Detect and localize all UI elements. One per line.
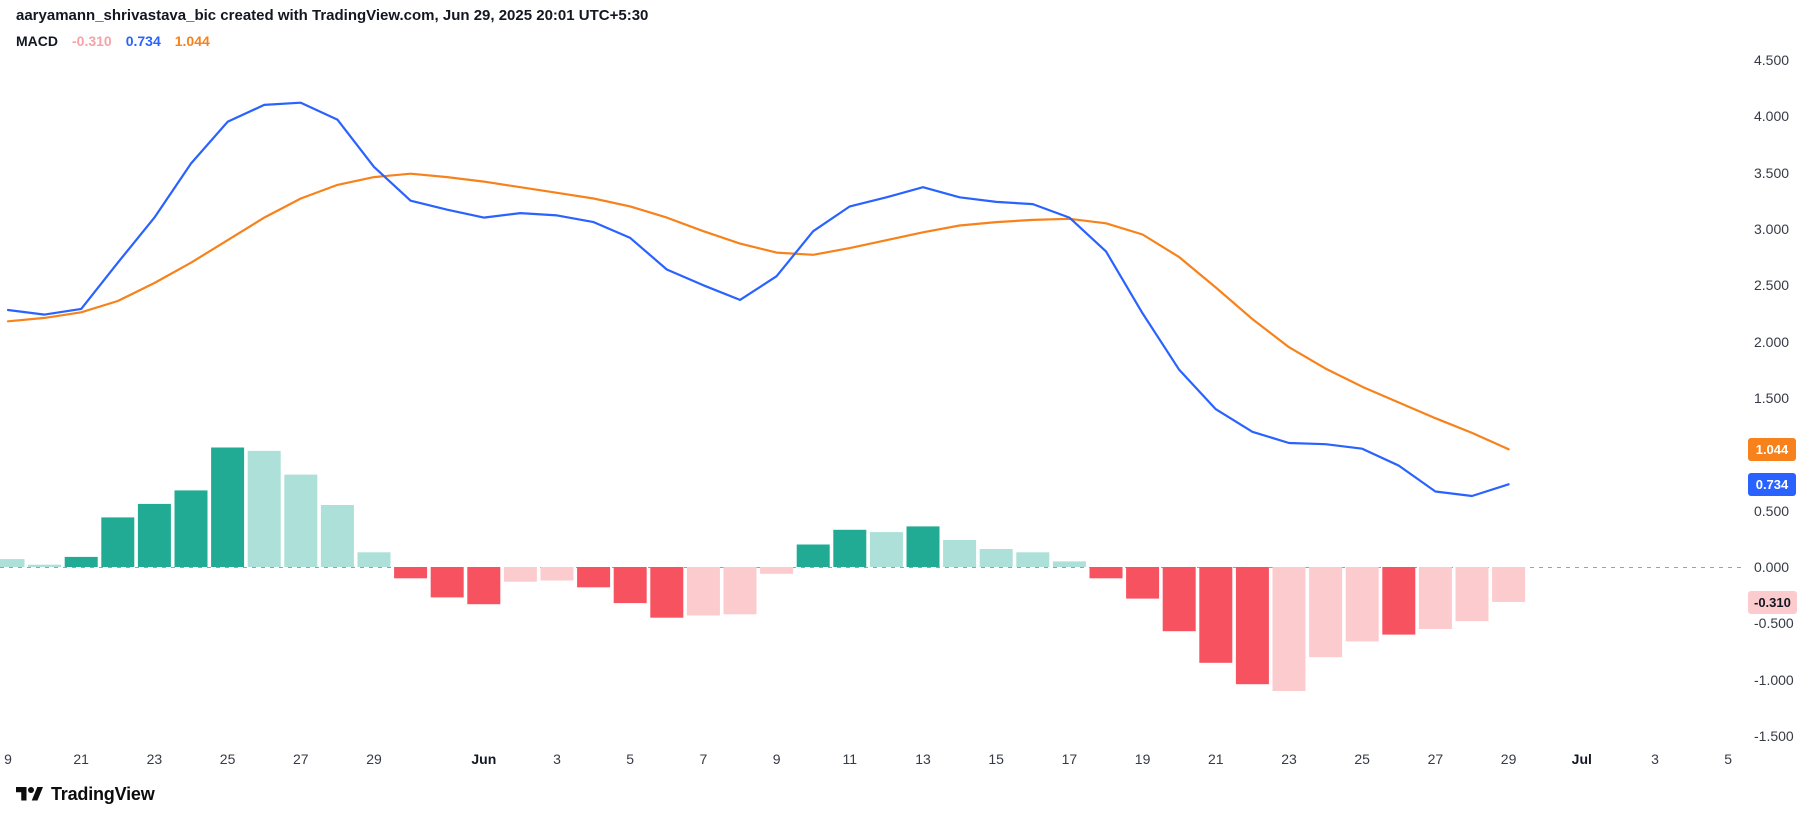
price-axis-label: -1.000 xyxy=(1754,671,1794,688)
tradingview-wordmark: TradingView xyxy=(51,784,155,804)
price-axis-label: -1.500 xyxy=(1754,728,1794,745)
histogram-bar[interactable] xyxy=(28,564,62,567)
histogram-bar[interactable] xyxy=(64,556,98,567)
histogram-bar[interactable] xyxy=(1052,561,1086,567)
histogram-bar[interactable] xyxy=(430,567,464,598)
time-axis-label: 27 xyxy=(1427,751,1444,767)
histogram-bar[interactable] xyxy=(503,567,537,582)
time-axis[interactable]: 9 21 23 25 27 29 Jun 3 5 7 9 11 13 15 17 19 21 23 25 27 29 Ju… xyxy=(0,745,1745,779)
signal-price-badge: 1.044 xyxy=(1748,438,1796,462)
histogram-bar[interactable] xyxy=(1309,567,1343,658)
histogram-bar[interactable] xyxy=(577,567,611,588)
tradingview-branding[interactable]: TradingView xyxy=(16,784,155,805)
price-axis-label: 2.500 xyxy=(1754,277,1790,294)
price-axis-label: 0.000 xyxy=(1754,559,1790,575)
histogram-bar[interactable] xyxy=(540,567,574,581)
time-axis-month-label: Jun xyxy=(471,751,497,767)
time-axis-label: 29 xyxy=(366,751,382,767)
tradingview-logo-icon xyxy=(16,787,43,801)
histogram-bar[interactable] xyxy=(1162,567,1196,632)
histogram-bar[interactable] xyxy=(723,567,757,615)
histogram-bar[interactable] xyxy=(979,549,1013,567)
histogram-bar[interactable] xyxy=(1089,567,1123,579)
histogram-value: -0.310 xyxy=(72,33,112,49)
macd-line[interactable] xyxy=(6,101,1510,498)
time-axis-label: 21 xyxy=(1208,751,1224,767)
histogram-bar[interactable] xyxy=(1455,567,1489,622)
price-axis-label: 3.500 xyxy=(1754,164,1790,181)
time-axis-label: 23 xyxy=(1281,751,1297,767)
price-axis-label: 4.000 xyxy=(1754,108,1790,125)
histogram-bar[interactable] xyxy=(1199,567,1233,663)
price-axis[interactable]: 4.5004.0003.5003.0002.5002.0001.5001.000… xyxy=(1745,0,1813,745)
indicator-name[interactable]: MACD xyxy=(16,33,58,49)
price-axis-label: -0.500 xyxy=(1754,615,1794,632)
macd-price-badge: 0.734 xyxy=(1748,473,1796,497)
time-axis-label: 29 xyxy=(1500,751,1517,767)
time-axis-label: 9 xyxy=(772,751,781,767)
histogram-bar[interactable] xyxy=(686,567,720,616)
signal-line[interactable] xyxy=(6,172,1510,451)
histogram-bar[interactable] xyxy=(943,540,977,567)
price-axis-label: 3.000 xyxy=(1754,220,1790,237)
histogram-bar[interactable] xyxy=(1126,567,1160,599)
time-axis-label: 7 xyxy=(699,751,708,767)
histogram-bar[interactable] xyxy=(1492,567,1526,602)
histogram-bar[interactable] xyxy=(467,567,501,605)
histogram-bar[interactable] xyxy=(357,552,391,567)
time-axis-label: 5 xyxy=(626,751,635,767)
histogram-bar[interactable] xyxy=(760,567,794,574)
price-axis-label: 2.000 xyxy=(1754,333,1790,350)
time-axis-label: 3 xyxy=(1651,751,1659,767)
time-axis-label: 9 xyxy=(4,751,12,767)
price-axis-label: 1.500 xyxy=(1754,389,1790,406)
time-axis-label: 15 xyxy=(988,751,1004,767)
histogram-bar[interactable] xyxy=(650,567,684,618)
time-axis-label: 11 xyxy=(842,751,858,767)
histogram-bar[interactable] xyxy=(906,526,940,567)
time-axis-label: 17 xyxy=(1061,751,1078,767)
histogram-bar[interactable] xyxy=(211,447,245,568)
histogram-bar[interactable] xyxy=(1382,567,1416,635)
histogram-bar[interactable] xyxy=(174,490,208,567)
histogram-price-badge: -0.310 xyxy=(1748,590,1797,614)
macd-line-value: 0.734 xyxy=(125,33,161,49)
time-axis-label: 19 xyxy=(1134,751,1151,767)
signal-line-value: 1.044 xyxy=(174,33,210,49)
time-axis-label: 25 xyxy=(1354,751,1370,767)
price-axis-label: 4.500 xyxy=(1754,51,1790,68)
price-axis-label: 0.500 xyxy=(1754,502,1790,519)
time-axis-label: 23 xyxy=(146,751,163,767)
time-axis-label: 25 xyxy=(219,751,236,767)
histogram-bar[interactable] xyxy=(1016,552,1050,567)
histogram-bar[interactable] xyxy=(0,559,25,567)
time-axis-label: 13 xyxy=(915,751,931,767)
histogram-bar[interactable] xyxy=(796,544,830,568)
histogram-bar[interactable] xyxy=(833,529,867,567)
time-axis-label: 21 xyxy=(73,751,89,767)
indicator-legend[interactable]: MACD -0.310 0.734 1.044 xyxy=(16,33,210,49)
histogram-bar[interactable] xyxy=(1272,567,1306,691)
histogram-bar[interactable] xyxy=(101,517,135,567)
time-axis-month-label: Jul xyxy=(1571,751,1592,767)
attribution-text: aaryamann_shrivastava_bic created with T… xyxy=(16,7,649,24)
histogram-bar[interactable] xyxy=(613,567,647,604)
histogram-bar[interactable] xyxy=(247,450,281,567)
histogram-bar[interactable] xyxy=(137,503,171,567)
histogram-bar[interactable] xyxy=(1345,567,1379,642)
histogram-bar[interactable] xyxy=(1418,567,1452,629)
histogram-bar[interactable] xyxy=(284,474,318,567)
histogram-bar[interactable] xyxy=(869,532,903,567)
histogram-bar[interactable] xyxy=(1235,567,1269,685)
time-axis-label: 3 xyxy=(553,751,561,767)
time-axis-label: 27 xyxy=(293,751,309,767)
histogram-bar[interactable] xyxy=(320,505,354,567)
histogram-bar[interactable] xyxy=(394,567,428,579)
time-axis-label: 5 xyxy=(1724,751,1733,767)
